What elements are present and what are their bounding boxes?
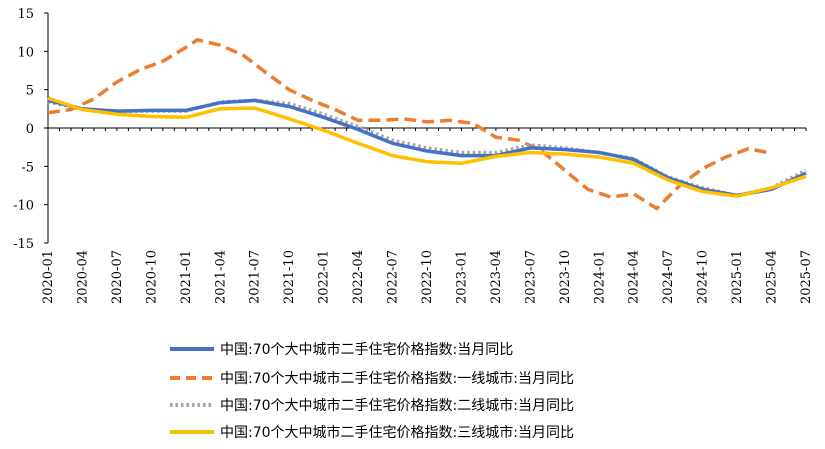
x-tick-label: 2021-01	[179, 250, 194, 304]
x-tick-label: 2023-01	[454, 250, 469, 304]
x-tick-label: 2023-04	[489, 250, 504, 304]
y-axis: 15 10 5 0 -5 -10 -15	[13, 7, 49, 252]
legend-label-tier3: 中国:70个大中城市二手住宅价格指数:三线城市:当月同比	[220, 424, 574, 441]
x-tick-label: 2025-01	[730, 250, 745, 304]
x-tick-label: 2023-10	[558, 250, 573, 304]
x-tick-label: 2021-07	[248, 250, 263, 304]
x-tick-label: 2022-01	[317, 250, 332, 304]
series-line-tier3	[47, 96, 807, 198]
x-tick-label: 2020-01	[41, 250, 56, 304]
legend-label-tier1: 中国:70个大中城市二手住宅价格指数:一线城市:当月同比	[220, 370, 574, 387]
x-tick-label: 2022-10	[420, 250, 435, 304]
y-tick-label: -15	[13, 237, 34, 252]
y-tick-label: 5	[26, 84, 34, 99]
x-tick-label: 2021-04	[213, 250, 228, 304]
x-tick-label: 2024-07	[661, 250, 676, 304]
series-line-tier2	[47, 98, 807, 198]
x-tick-label: 2021-10	[282, 250, 297, 304]
x-axis: 2020-01 2020-04 2020-07 2020-10 2021-01 2021-…	[41, 127, 814, 304]
x-tick-label: 2023-07	[523, 250, 538, 304]
x-tick-label: 2025-07	[799, 250, 814, 304]
x-tick-label: 2022-04	[351, 250, 366, 304]
legend: 中国:70个大中城市二手住宅价格指数:当月同比 中国:70个大中城市二手住宅价格…	[170, 341, 574, 441]
series-line-tier1	[47, 38, 772, 211]
series-layer	[47, 38, 807, 211]
x-tick-label: 2025-04	[765, 250, 780, 304]
x-tick-label: 2020-04	[75, 250, 90, 304]
x-tick-label: 2024-04	[627, 250, 642, 304]
legend-label-total: 中国:70个大中城市二手住宅价格指数:当月同比	[220, 341, 513, 358]
legend-label-tier2: 中国:70个大中城市二手住宅价格指数:二线城市:当月同比	[220, 397, 574, 414]
series-line-total	[47, 98, 807, 198]
y-tick-label: -10	[13, 199, 34, 214]
y-tick-label: -5	[21, 160, 34, 175]
x-tick-label: 2022-07	[386, 250, 401, 304]
x-tick-label: 2024-10	[696, 250, 711, 304]
y-tick-label: 0	[26, 122, 34, 137]
y-tick-label: 10	[17, 45, 34, 60]
x-tick-label: 2024-01	[592, 250, 607, 304]
y-tick-label: 15	[17, 7, 34, 22]
x-tick-label: 2020-10	[144, 250, 159, 304]
x-tick-label: 2020-07	[110, 250, 125, 304]
